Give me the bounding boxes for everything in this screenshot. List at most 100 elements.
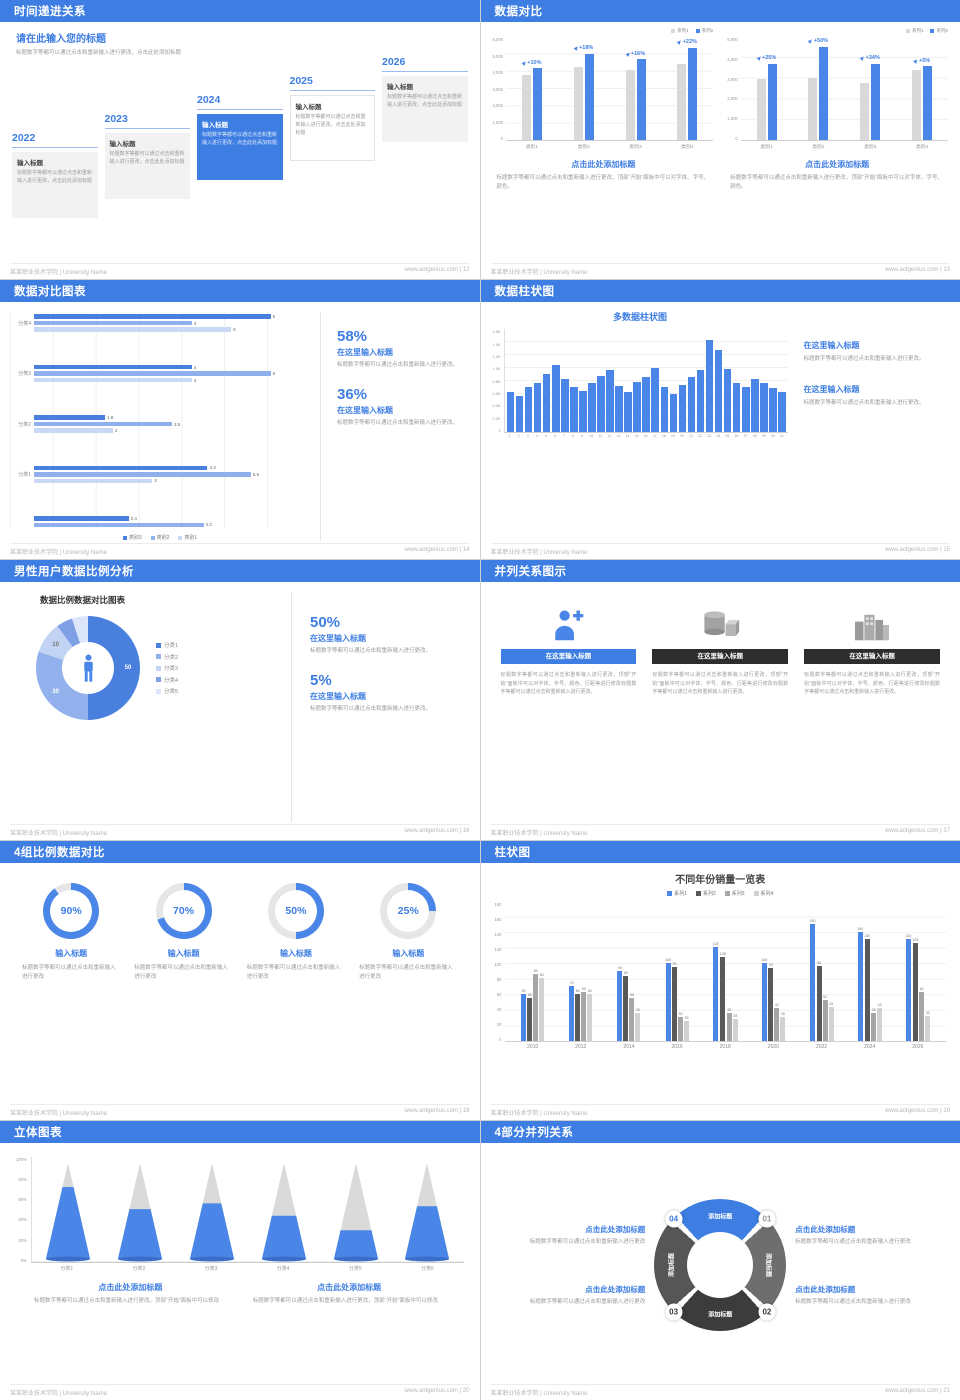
- x-tick: 2018: [719, 1043, 731, 1050]
- legend-label: 系列2: [701, 28, 714, 33]
- bar: [774, 1007, 780, 1041]
- bar: [34, 522, 204, 528]
- bar: [713, 947, 719, 1041]
- bar-value: 36: [871, 1007, 876, 1012]
- footer-site: www.aotgenius.com: [404, 1388, 458, 1394]
- y-tick: 1.4K: [492, 341, 501, 347]
- bar-value: 43: [829, 1002, 834, 1007]
- bar-value: 140: [857, 926, 864, 931]
- y-tick: 0.2K: [492, 415, 501, 421]
- slide-body: 请在此输入您的标题 标题数字等都可以通过点击和重新输入进行更改，点击此处添加标题…: [0, 22, 480, 279]
- plot-area: [30, 1156, 464, 1263]
- ring-heading: 输入标题: [167, 948, 200, 958]
- bars: 2.4 4.3: [34, 516, 310, 528]
- stat-block: 36% 在这里输入标题 标题数字等都可以通过点击和重新输入进行更改。: [337, 386, 470, 428]
- bar: [678, 385, 687, 433]
- bar: [615, 386, 623, 433]
- caption-block: 点击此处添加标题 标题数字等都可以通过点击和重新输入进行更改: [530, 1284, 646, 1307]
- slide-12-time-progression[interactable]: 时间递进关系 请在此输入您的标题 标题数字等都可以通过点击和重新输入进行更改，点…: [0, 0, 480, 280]
- bar-cell: 60: [575, 902, 581, 1041]
- bar-value: 4: [193, 377, 197, 383]
- bar: [723, 369, 732, 433]
- captions-right: 点击此处添加标题 标题数字等都可以通过点击和重新输入进行更改 点击此处添加标题 …: [795, 1224, 944, 1308]
- slide-header: 并列关系图示: [480, 560, 960, 583]
- slide-21-four-part-relationship[interactable]: 4部分并列关系 点击此处添加标题 标题数字等都可以通过点击和重新输入进行更改 点…: [480, 1120, 960, 1400]
- legend-label: 系列1: [677, 28, 689, 33]
- caption-heading: 点击此处添加标题: [795, 1224, 856, 1234]
- bar: [34, 415, 105, 420]
- y-tick: 5,000: [727, 37, 738, 42]
- bar: [34, 364, 192, 370]
- slide-15-column-chart[interactable]: 数据柱状图 多数据柱状图 1.6K 1.4K 1.2K 1.0K 0.8K 0.6K 0.4…: [480, 280, 960, 560]
- slide-19-bar-chart[interactable]: 柱状图 不同年份销量一览表 系列1 系列2 系列3 系列4 180 160 140 120 1…: [480, 840, 960, 1120]
- bar-value: 32: [925, 1010, 930, 1015]
- delta-label: +25%: [756, 55, 776, 61]
- bar-line: 2: [34, 428, 310, 433]
- slide-16-male-ratio-analysis[interactable]: 男性用户数据比例分析 数据比例数据对比图表: [0, 560, 480, 840]
- legend-item: 系列4: [753, 890, 773, 897]
- y-tick: 1.2K: [492, 353, 501, 359]
- bar-value: 60: [521, 988, 526, 993]
- footer-site: www.aotgenius.com: [404, 1107, 458, 1114]
- bar-value: 35: [727, 1008, 732, 1013]
- page-number: 17: [943, 827, 950, 834]
- timeline-item: 2025 输入标题 标题数字等都可以通过点击和重新输入进行更改，点击此处添加标题: [289, 75, 375, 161]
- legend-swatch: [695, 29, 700, 33]
- bar-group: 100 93 42 30: [760, 902, 786, 1041]
- caption-heading: 点击此处添加标题: [98, 1282, 163, 1292]
- x-tick: 25: [725, 434, 730, 439]
- timeline-year: 2023: [104, 113, 190, 129]
- bar-value: 55: [629, 992, 634, 997]
- bar-value: 3.5: [174, 421, 181, 427]
- bar: [521, 993, 527, 1041]
- legend-item: 系列2: [695, 890, 716, 897]
- caption-text: 标题数字等都可以通过点击和重新输入进行更改: [529, 1299, 646, 1306]
- bar-line: 4: [34, 321, 310, 326]
- bar: [624, 392, 632, 433]
- parallel-item: 在这里输入标题 标题数字等都可以通过点击和重新输入进行更改，顶部“开始”面板中可…: [804, 598, 940, 697]
- x-axis: 类别1 类别2 类别3 类别4: [506, 143, 713, 150]
- y-tick: 0.8K: [492, 378, 501, 384]
- slide-footer: 某某职业技术学院 | University Name www.aotgenius…: [10, 1384, 470, 1397]
- bar-cell: 55: [629, 902, 635, 1041]
- footer-site: www.aotgenius.com: [885, 1388, 939, 1394]
- slide-20-3d-chart[interactable]: 立体图表 100% 80% 60% 40% 20% 0% 分类1 分类2 分类3 分类4 分类5 分…: [0, 1120, 480, 1400]
- slide-17-parallel-relationship[interactable]: 并列关系图示 在这里输入标题 标题数字等都可以通过点击和重新输入进行更改，顶部“…: [480, 560, 960, 840]
- slide-18-four-ratio-comparison[interactable]: 4组比例数据对比 90% 输入标题 标题数字等都可以通过点击和重新输入进行更改 …: [0, 840, 480, 1120]
- caption-heading: 在这里输入标题: [803, 341, 860, 351]
- bar-value: 83: [623, 971, 628, 976]
- caption-heading: 点击此处添加标题: [317, 1282, 382, 1292]
- bar-cell: 100: [761, 902, 767, 1041]
- x-tick: 类别2: [577, 145, 590, 150]
- bar-group: 100 95 30 25: [664, 902, 690, 1041]
- legend-item: 类别2: [150, 534, 169, 541]
- bar: [726, 1013, 732, 1041]
- slide-title: 男性用户数据比例分析: [14, 566, 134, 579]
- timeline-box: 输入标题 标题数字等都可以通过点击和重新输入进行更改，点击此处添加标题: [289, 95, 375, 161]
- caption-block: 点击此处添加标题 标题数字等都可以通过点击和重新输入进行更改，顶部“开始”面板中…: [253, 1282, 446, 1306]
- page-number: 21: [943, 1388, 950, 1394]
- number-badge: 03: [665, 1303, 683, 1321]
- slide-13-data-comparison[interactable]: 数据对比 系列1 系列2 6,000 5,000 4,000 3,000 2,000 1,00…: [480, 0, 960, 280]
- chart-title: 数据比例数据对比图表: [40, 595, 126, 606]
- legend-label: 系列1: [911, 28, 924, 33]
- caption-heading: 点击此处添加标题: [585, 1224, 646, 1234]
- bar-cell: 36: [871, 902, 877, 1041]
- legend-label: 类别1: [184, 535, 198, 542]
- x-tick: 17: [652, 434, 657, 439]
- bar-series1: [521, 74, 531, 140]
- item-title-box: 在这里输入标题: [652, 649, 789, 665]
- chart-body: 1.6K 1.4K 1.2K 1.0K 0.8K 0.6K 0.4K 0.2K 0 1 2 3 4 5 6 7…: [493, 329, 788, 438]
- parallel-item: 在这里输入标题 标题数字等都可以通过点击和重新输入进行更改，顶部“开始”面板中可…: [500, 598, 637, 697]
- bar-line: 4.4: [34, 465, 310, 470]
- legend-item: 系列2: [695, 28, 714, 34]
- y-tick: 140: [494, 931, 502, 937]
- bar-line: 3.5: [34, 422, 310, 427]
- bar-value: 70: [569, 981, 574, 986]
- footer-site: www.aotgenius.com: [885, 827, 939, 834]
- number-badge: 02: [758, 1303, 776, 1321]
- bar-line: 5.5: [34, 472, 310, 477]
- slide-14-comparison-chart[interactable]: 数据对比图表 分类4 6 4 5 分类3 4 6 4 分类2 1.8 3.5 2 分类1 4.4 5.5 3 2…: [0, 280, 480, 560]
- bar: [34, 428, 113, 433]
